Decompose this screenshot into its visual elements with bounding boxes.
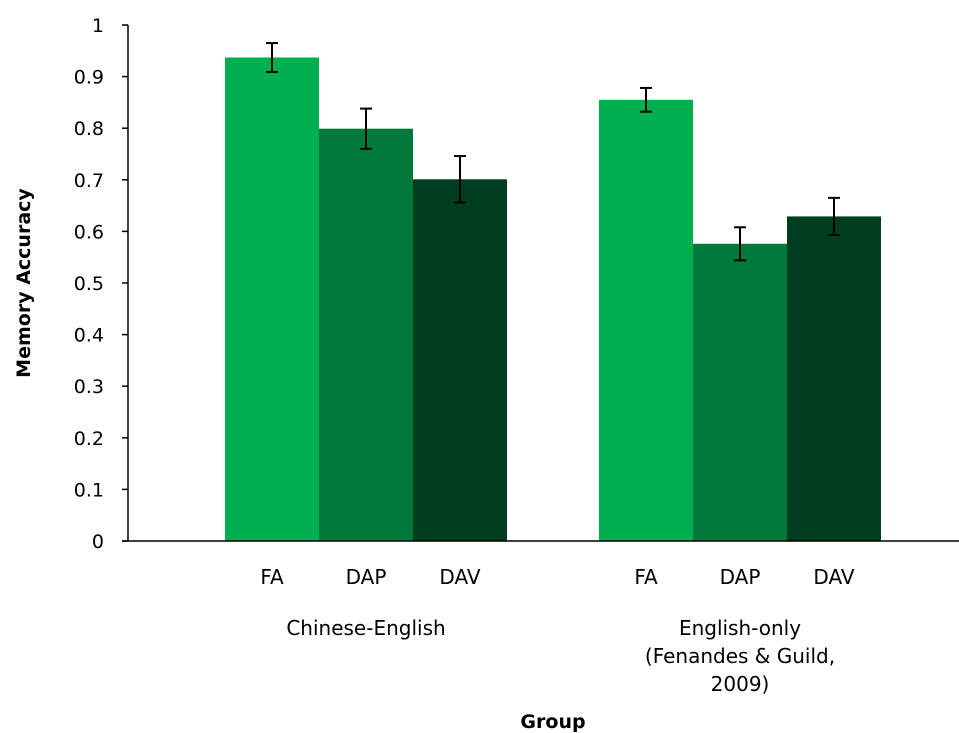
x-group-label: English-only (Fenandes & Guild, 2009) (645, 616, 835, 696)
y-tick-label: 0.9 (74, 67, 104, 89)
bar (787, 216, 881, 541)
x-group-label-line: 2009) (711, 672, 770, 696)
y-axis-title: Memory Accuracy (13, 188, 35, 378)
x-category-label: DAP (346, 565, 387, 589)
y-tick-label: 0.4 (74, 325, 104, 347)
y-tick-label: 0.5 (74, 273, 104, 295)
x-category-label: DAV (439, 565, 480, 589)
bar (413, 179, 507, 541)
x-group-label-line: English-only (679, 616, 801, 640)
y-tick-label: 0.3 (74, 376, 104, 398)
y-tick-label: 0.8 (74, 118, 104, 140)
y-tick-label: 0 (92, 531, 104, 553)
y-tick-label: 0.2 (74, 428, 104, 450)
x-category-label: DAP (720, 565, 761, 589)
x-group-label-line: Chinese-English (286, 616, 445, 640)
x-group-label-line: (Fenandes & Guild, (645, 644, 835, 668)
x-category-label: FA (260, 565, 284, 589)
bar (225, 57, 319, 542)
y-tick-label: 0.1 (74, 479, 104, 501)
x-axis-title: Group (520, 711, 585, 733)
y-tick-label: 0.7 (74, 170, 104, 192)
x-group-label: Chinese-English (286, 616, 445, 640)
bar (693, 243, 787, 541)
bar (319, 128, 413, 541)
bar (599, 99, 693, 541)
y-tick-label: 1 (92, 15, 104, 37)
x-category-label: FA (634, 565, 658, 589)
x-category-label: DAV (813, 565, 854, 589)
y-tick-label: 0.6 (74, 221, 104, 243)
